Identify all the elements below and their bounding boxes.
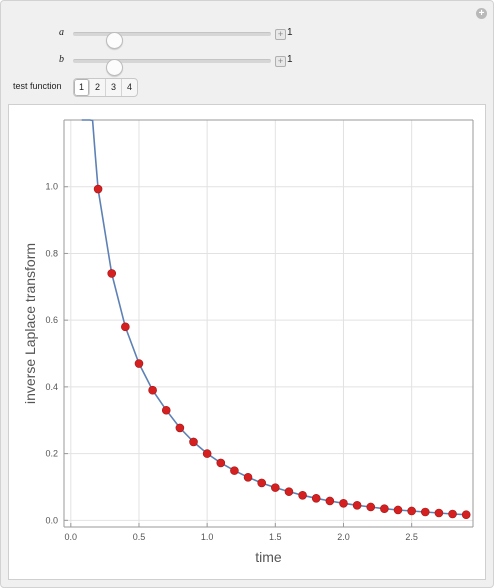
x-tick-label: 2.0 [337, 532, 350, 542]
options-plus-icon[interactable]: + [476, 8, 487, 19]
data-point [339, 499, 348, 508]
slider-row-b: b + 1 [1, 53, 493, 76]
slider-a-thumb[interactable] [105, 32, 123, 49]
data-point [161, 405, 171, 415]
x-axis-label: time [255, 549, 282, 565]
data-point [311, 494, 321, 503]
test-function-label: test function [13, 81, 62, 91]
slider-b-label: b [59, 54, 64, 65]
test-function-option-4[interactable]: 4 [126, 82, 132, 92]
slider-a-label: a [59, 27, 64, 38]
data-point [448, 509, 457, 519]
data-point [230, 466, 239, 475]
y-tick-label: 1.0 [45, 182, 58, 192]
data-point [434, 508, 444, 518]
slider-a-expand-icon[interactable]: + [275, 29, 286, 40]
data-point [352, 501, 362, 510]
slider-b-thumb[interactable] [105, 59, 123, 76]
data-point [380, 504, 389, 513]
data-point [134, 359, 144, 368]
data-point [393, 505, 403, 515]
slider-a-value: 1 [287, 27, 293, 38]
data-point [407, 506, 416, 516]
data-point [325, 496, 335, 506]
slider-row-a: a + 1 [1, 26, 493, 49]
x-tick-label: 2.5 [405, 532, 418, 542]
test-function-option-2[interactable]: 2 [90, 79, 106, 96]
slider-b-track[interactable] [73, 59, 271, 76]
data-point [189, 437, 198, 447]
data-point [271, 483, 280, 492]
slider-b-value: 1 [287, 54, 293, 65]
data-point [420, 507, 430, 517]
test-function-option-3[interactable]: 3 [106, 79, 122, 96]
data-point [366, 502, 376, 512]
plot-frame: 0.0 0.5 1.0 1.5 2.0 2.5 0.0 0.2 0.4 0.6 0.8 1.0 tim… [8, 104, 486, 580]
data-point [121, 322, 130, 332]
data-point [257, 478, 266, 488]
x-tick-label: 1.0 [201, 532, 214, 542]
data-point [243, 472, 253, 482]
slider-a-track[interactable] [73, 32, 271, 49]
data-point [216, 458, 226, 468]
y-tick-label: 0.4 [45, 382, 58, 392]
chart: 0.0 0.5 1.0 1.5 2.0 2.5 0.0 0.2 0.4 0.6 0.8 1.0 tim… [22, 119, 474, 565]
test-function-setter: 1 2 3 4 [73, 78, 138, 97]
data-point [93, 184, 103, 194]
data-point [175, 423, 185, 433]
test-function-option-1[interactable]: 1 [74, 79, 90, 96]
x-tick-label: 0.0 [65, 532, 78, 542]
y-axis-label: inverse Laplace transform [22, 243, 38, 404]
data-point [148, 385, 157, 395]
y-tick-label: 0.8 [45, 248, 58, 258]
x-tick-label: 1.5 [269, 532, 282, 542]
x-tick-label: 0.5 [133, 532, 146, 542]
y-tick-label: 0.2 [45, 449, 58, 459]
y-tick-label: 0.6 [45, 315, 58, 325]
slider-b-expand-icon[interactable]: + [275, 56, 286, 67]
data-point [107, 269, 117, 278]
data-point [298, 491, 307, 500]
y-tick-label: 0.0 [45, 515, 58, 525]
data-point [284, 487, 294, 496]
data-point [202, 449, 212, 458]
data-point [461, 510, 471, 519]
